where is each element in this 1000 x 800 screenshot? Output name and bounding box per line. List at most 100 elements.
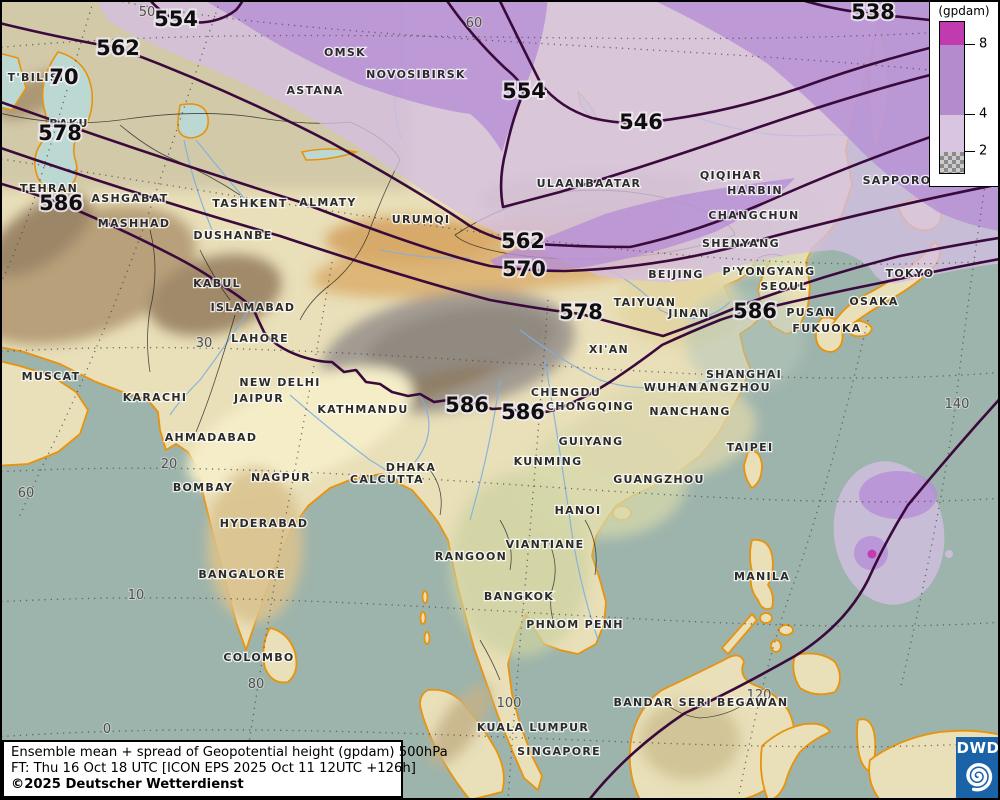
city-label: BEIJING [648, 268, 704, 281]
city-label: KARACHI [123, 391, 188, 404]
legend-tick-mark [965, 44, 975, 45]
city-label: BANGKOK [484, 590, 554, 603]
legend-tick-label: 8 [979, 36, 988, 52]
contour-label: 562 [501, 229, 545, 253]
contour-label: 578 [38, 121, 82, 145]
city-label: HANGZHOU [689, 381, 771, 394]
city-label: ASHGABAT [91, 192, 168, 205]
legend-band-4 [940, 115, 964, 152]
city-label: TAIYUAN [614, 296, 677, 309]
city-label: KATHMANDU [317, 403, 408, 416]
contour-label: 586 [733, 299, 777, 323]
contour-578 [0, 146, 1000, 338]
city-label: CHENGDU [531, 386, 601, 399]
city-label: ISLAMABAD [211, 301, 296, 314]
city-label: KABUL [193, 277, 241, 290]
spread-high-typhoon-core [867, 549, 877, 559]
chart-copyright: ©2025 Deutscher Wetterdienst [11, 777, 244, 793]
dwd-logo-text: DWD [956, 739, 1000, 757]
island-sulawesi [759, 722, 831, 800]
lake-aral [176, 103, 209, 139]
grid-label: 60 [18, 486, 35, 501]
city-label: HARBIN [727, 184, 783, 197]
city-label: GUIYANG [559, 435, 624, 448]
lake-layer [0, 51, 599, 193]
city-label: WUHAN [644, 381, 699, 394]
legend-tick-mark [965, 151, 975, 152]
city-label: P'YONGYANG [722, 265, 815, 278]
grid-label: 10 [128, 588, 145, 603]
city-label: ASTANA [286, 84, 343, 97]
legend-band-8 [940, 45, 964, 115]
city-label: BANGALORE [198, 568, 285, 581]
legend-tick-label: 4 [979, 106, 988, 122]
contour-label: 554 [154, 7, 198, 31]
city-label: TAIPEI [727, 441, 774, 454]
island-andaman-2 [419, 611, 427, 625]
city-label: CHANGCHUN [708, 209, 799, 222]
island-andaman-3 [423, 631, 431, 645]
contour-554 [444, 0, 1000, 209]
legend-colorbar [939, 21, 965, 174]
city-label: QIQIHAR [700, 169, 762, 182]
grid-label: 120 [747, 688, 772, 703]
spread-light-speck [945, 550, 953, 558]
city-label: VIANTIANE [506, 538, 585, 551]
grid-label: 50 [139, 5, 156, 20]
city-label: JINAN [667, 307, 710, 320]
city-label: MASHHAD [98, 217, 171, 230]
city-label: XI'AN [589, 343, 629, 356]
city-label: KUALA LUMPUR [477, 721, 589, 734]
city-label: FUKUOKA [792, 322, 861, 335]
chart-info-box: Ensemble mean + spread of Geopotential h… [2, 740, 448, 798]
contour-label-group: 554 562 70 578 586 554 546 538 562 570 578 586 586 58… [36, 0, 897, 426]
contour-label: 70 [49, 65, 78, 89]
contour-570 [0, 100, 1000, 273]
city-label: OSAKA [849, 295, 898, 308]
city-label: TEHRAN [20, 182, 78, 195]
city-label: NANCHANG [649, 405, 730, 418]
contour-label: 570 [502, 257, 546, 281]
chart-forecast-time: FT: Thu 16 Oct 18 UTC [ICON EPS 2025 Oct… [11, 761, 416, 777]
island-visayas-2 [778, 624, 794, 636]
contour-546 [498, 0, 1000, 125]
city-label: DUSHANBE [193, 229, 272, 242]
contour-label: 586 [445, 393, 489, 417]
lake-balkhash [300, 148, 359, 161]
legend: (gpdam) 8 4 2 [929, 1, 999, 187]
island-andaman-1 [421, 590, 429, 604]
contour-538 [797, 0, 932, 22]
island-luzon [749, 538, 774, 610]
city-label: SEOUL [760, 280, 807, 293]
city-label: COLOMBO [223, 651, 294, 664]
contour-554-lobe [148, 0, 245, 24]
island-palawan [721, 613, 758, 655]
contour-label: 538 [851, 0, 895, 24]
island-visayas-1 [759, 612, 773, 624]
city-label: RANGOON [435, 550, 507, 563]
city-label: MUSCAT [22, 370, 81, 383]
contour-label: 546 [619, 110, 663, 134]
contour-562 [0, 21, 1000, 249]
legend-title: (gpdam) [938, 4, 990, 18]
city-label: SHANGHAI [706, 368, 782, 381]
grid-label: 100 [497, 696, 522, 711]
grid-label: 140 [945, 397, 970, 412]
grid-label: 60 [466, 16, 483, 31]
grid-label: 0 [103, 722, 111, 737]
contour-label: 586 [501, 400, 545, 424]
city-label: LAHORE [231, 332, 289, 345]
spread-medium-ne-corner [652, 0, 1000, 232]
city-label: CALCUTTA [350, 473, 424, 486]
island-taiwan [743, 450, 763, 489]
city-label: HANOI [555, 504, 602, 517]
grid-label: 30 [196, 336, 213, 351]
city-label: NEW DELHI [239, 376, 320, 389]
contour-586 [0, 182, 1000, 415]
city-label: TASHKENT [212, 197, 287, 210]
city-label: ALMATY [299, 196, 356, 209]
city-label: AHMADABAD [165, 431, 258, 444]
